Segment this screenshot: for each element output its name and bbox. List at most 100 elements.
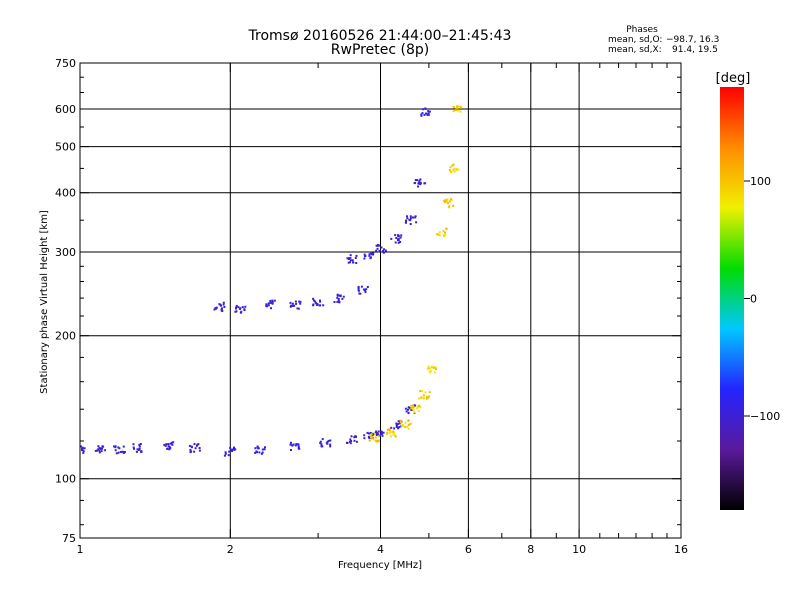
echo-point [337,299,340,302]
echo-point [446,200,449,203]
echo-point [264,446,266,449]
echo-point [349,254,352,257]
echo-point [294,300,297,303]
echo-point [380,431,383,433]
echo-point [403,426,406,428]
echo-point [163,443,166,446]
echo-point [384,249,387,252]
echo-point [375,430,378,433]
colorbar [720,87,744,510]
echo-point [273,299,276,302]
echo-point [395,425,398,428]
echo-point [82,451,85,454]
echo-point [427,367,430,370]
echo-point [355,254,358,257]
echo-point [407,423,410,426]
echo-point [406,215,408,218]
echo-point [350,440,353,442]
echo-point [165,443,168,446]
x-tick-label: 6 [465,543,472,556]
echo-point [436,233,439,236]
echo-point [168,448,171,451]
echo-point [452,204,455,207]
echo-point [365,288,368,291]
echo-point [289,301,292,304]
echo-point [133,447,135,450]
echo-point [297,445,300,448]
echo-point [418,405,421,407]
echo-point [416,405,419,408]
echo-point [368,253,371,256]
echo-point [369,257,372,260]
echo-point [383,248,385,251]
echo-point [380,246,383,249]
echo-point [97,445,100,448]
echo-point [425,112,427,115]
echo-point [426,396,429,399]
echo-point [243,308,246,311]
echo-point [123,451,126,454]
echo-point [376,432,379,435]
echo-point [349,259,352,262]
colorbar-label: [deg] [716,71,751,86]
echo-point [428,110,431,113]
echo-point [299,302,302,305]
echo-point [409,219,412,222]
echo-point [377,439,380,442]
echo-point [392,433,395,436]
echo-point [244,305,247,308]
echo-point [399,419,402,422]
echo-point [346,442,349,444]
echo-point [374,431,377,434]
echo-point [363,289,366,292]
echo-point [446,198,449,201]
echo-point [394,234,397,237]
echo-point [405,220,407,223]
chart-title: Tromsø 20160526 21:44:00–21:45:43 [248,28,512,44]
phases-x-label: mean, sd,X: [608,45,662,55]
echo-point [414,215,417,218]
echo-point [382,251,385,254]
echo-point [312,299,315,302]
echo-point [378,250,381,252]
echo-point [412,406,415,408]
echo-point [291,302,294,305]
x-tick-labels: 1 2 4 6 8 10 16 [77,543,689,556]
echo-point [386,431,389,434]
echo-point [459,110,462,113]
echo-point [422,396,425,399]
echo-point [417,185,419,188]
echo-point [168,445,171,448]
echo-point [410,407,413,410]
echo-point [372,252,375,255]
echo-point [399,236,402,239]
echo-point [329,445,332,448]
echo-point [81,449,83,452]
echo-point [220,304,222,307]
echo-point [449,200,451,203]
echo-point [457,168,460,171]
echo-point [442,229,445,232]
echo-point [377,430,380,433]
echo-point [295,302,298,305]
echo-point [235,307,237,310]
echo-point [319,300,322,303]
echo-point [353,436,356,439]
echo-point [232,448,235,451]
echo-point [390,435,392,438]
echo-point [197,443,200,446]
echo-point [404,221,407,224]
echo-point [222,301,225,304]
x-tick-label: 10 [572,543,586,556]
echo-point [406,217,409,220]
y-tick-label: 200 [55,330,76,343]
echo-point [347,261,350,264]
echo-point [290,441,292,444]
echo-point [415,407,418,410]
echo-point [138,448,141,451]
echo-point [451,164,454,167]
echo-point [363,257,366,260]
echo-point [377,435,380,438]
echo-point [293,304,296,307]
echo-point [337,298,340,300]
